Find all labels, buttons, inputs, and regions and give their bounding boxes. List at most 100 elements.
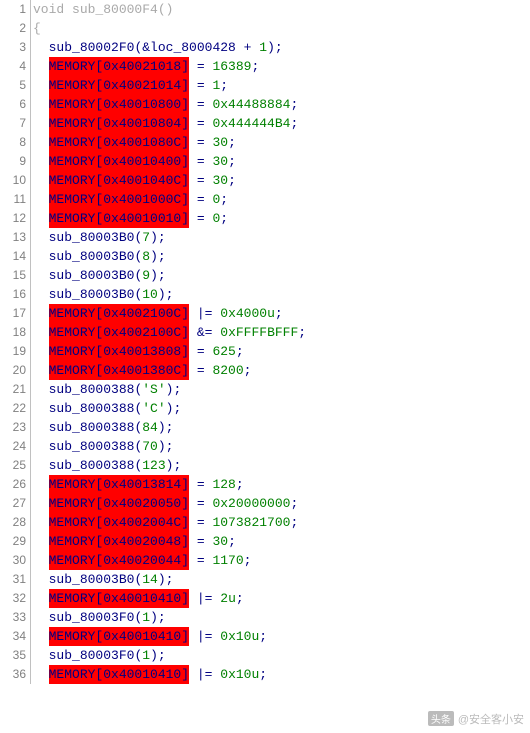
code-line[interactable]: 13 sub_80003B0(7); bbox=[0, 228, 530, 247]
code-content[interactable]: MEMORY[0x40010010] = 0; bbox=[31, 209, 228, 228]
code-line[interactable]: 5 MEMORY[0x40021014] = 1; bbox=[0, 76, 530, 95]
line-number: 12 bbox=[0, 209, 31, 228]
code-content[interactable]: sub_8000388(123); bbox=[31, 456, 181, 475]
code-line[interactable]: 19 MEMORY[0x40013808] = 625; bbox=[0, 342, 530, 361]
code-content[interactable]: sub_80003F0(1); bbox=[31, 646, 166, 665]
code-line[interactable]: 35 sub_80003F0(1); bbox=[0, 646, 530, 665]
code-content[interactable]: sub_80003B0(14); bbox=[31, 570, 173, 589]
code-line[interactable]: 17 MEMORY[0x4002100C] |= 0x4000u; bbox=[0, 304, 530, 323]
code-content[interactable]: MEMORY[0x4001380C] = 8200; bbox=[31, 361, 251, 380]
code-content[interactable]: MEMORY[0x40020050] = 0x20000000; bbox=[31, 494, 298, 513]
code-content[interactable]: MEMORY[0x40020044] = 1170; bbox=[31, 551, 251, 570]
code-content[interactable]: sub_80003F0(1); bbox=[31, 608, 166, 627]
code-line[interactable]: 31 sub_80003B0(14); bbox=[0, 570, 530, 589]
line-number: 36 bbox=[0, 665, 31, 684]
code-content[interactable]: MEMORY[0x40010400] = 30; bbox=[31, 152, 236, 171]
code-token: ); bbox=[150, 608, 166, 627]
code-content[interactable]: MEMORY[0x4001000C] = 0; bbox=[31, 190, 228, 209]
memory-ref: MEMORY[0x4001380C] bbox=[49, 361, 189, 380]
code-content[interactable]: MEMORY[0x40010804] = 0x444444B4; bbox=[31, 114, 298, 133]
code-content[interactable]: MEMORY[0x40010410] |= 0x10u; bbox=[31, 665, 267, 684]
line-number: 13 bbox=[0, 228, 31, 247]
code-token: |= bbox=[189, 665, 220, 684]
code-line[interactable]: 26 MEMORY[0x40013814] = 128; bbox=[0, 475, 530, 494]
memory-ref: MEMORY[0x40010410] bbox=[49, 589, 189, 608]
code-token: loc_8000428 bbox=[150, 38, 236, 57]
code-line[interactable]: 32 MEMORY[0x40010410] |= 2u; bbox=[0, 589, 530, 608]
code-content[interactable]: MEMORY[0x40010410] |= 2u; bbox=[31, 589, 244, 608]
code-line[interactable]: 34 MEMORY[0x40010410] |= 0x10u; bbox=[0, 627, 530, 646]
code-line[interactable]: 6 MEMORY[0x40010800] = 0x44488884; bbox=[0, 95, 530, 114]
code-content[interactable]: MEMORY[0x40021018] = 16389; bbox=[31, 57, 259, 76]
code-line[interactable]: 12 MEMORY[0x40010010] = 0; bbox=[0, 209, 530, 228]
code-content[interactable]: void sub_80000F4() bbox=[31, 0, 173, 19]
code-content[interactable]: MEMORY[0x40010800] = 0x44488884; bbox=[31, 95, 298, 114]
code-content[interactable]: MEMORY[0x40010410] |= 0x10u; bbox=[31, 627, 267, 646]
code-line[interactable]: 20 MEMORY[0x4001380C] = 8200; bbox=[0, 361, 530, 380]
code-line[interactable]: 16 sub_80003B0(10); bbox=[0, 285, 530, 304]
code-token: |= bbox=[189, 304, 220, 323]
code-line[interactable]: 36 MEMORY[0x40010410] |= 0x10u; bbox=[0, 665, 530, 684]
code-line[interactable]: 9 MEMORY[0x40010400] = 30; bbox=[0, 152, 530, 171]
code-line[interactable]: 33 sub_80003F0(1); bbox=[0, 608, 530, 627]
code-token: = bbox=[189, 551, 212, 570]
code-line[interactable]: 15 sub_80003B0(9); bbox=[0, 266, 530, 285]
code-line[interactable]: 4 MEMORY[0x40021018] = 16389; bbox=[0, 57, 530, 76]
code-line[interactable]: 22 sub_8000388('C'); bbox=[0, 399, 530, 418]
code-content[interactable]: sub_80003B0(8); bbox=[31, 247, 166, 266]
code-content[interactable]: sub_8000388('C'); bbox=[31, 399, 181, 418]
code-content[interactable]: { bbox=[31, 19, 41, 38]
code-content[interactable]: MEMORY[0x40020048] = 30; bbox=[31, 532, 236, 551]
line-number: 28 bbox=[0, 513, 31, 532]
line-number: 7 bbox=[0, 114, 31, 133]
code-content[interactable]: sub_80003B0(7); bbox=[31, 228, 166, 247]
code-line[interactable]: 23 sub_8000388(84); bbox=[0, 418, 530, 437]
code-token: ); bbox=[267, 38, 283, 57]
code-token: ; bbox=[275, 304, 283, 323]
code-content[interactable]: sub_8000388(70); bbox=[31, 437, 173, 456]
line-number: 3 bbox=[0, 38, 31, 57]
code-view[interactable]: 1void sub_80000F4()2{3 sub_80002F0(&loc_… bbox=[0, 0, 530, 684]
code-content[interactable]: MEMORY[0x4001040C] = 30; bbox=[31, 171, 236, 190]
code-line[interactable]: 2{ bbox=[0, 19, 530, 38]
line-number: 14 bbox=[0, 247, 31, 266]
code-line[interactable]: 18 MEMORY[0x4002100C] &= 0xFFFFBFFF; bbox=[0, 323, 530, 342]
code-content[interactable]: MEMORY[0x40013814] = 128; bbox=[31, 475, 244, 494]
code-content[interactable]: sub_8000388('S'); bbox=[31, 380, 181, 399]
code-line[interactable]: 28 MEMORY[0x4002004C] = 1073821700; bbox=[0, 513, 530, 532]
code-content[interactable]: MEMORY[0x40013808] = 625; bbox=[31, 342, 244, 361]
code-content[interactable]: MEMORY[0x40021014] = 1; bbox=[31, 76, 228, 95]
code-content[interactable]: sub_80003B0(10); bbox=[31, 285, 173, 304]
line-number: 26 bbox=[0, 475, 31, 494]
code-line[interactable]: 14 sub_80003B0(8); bbox=[0, 247, 530, 266]
code-content[interactable]: sub_8000388(84); bbox=[31, 418, 173, 437]
code-token: = bbox=[189, 513, 212, 532]
code-line[interactable]: 25 sub_8000388(123); bbox=[0, 456, 530, 475]
code-line[interactable]: 8 MEMORY[0x4001080C] = 30; bbox=[0, 133, 530, 152]
line-number: 25 bbox=[0, 456, 31, 475]
memory-ref: MEMORY[0x4002100C] bbox=[49, 304, 189, 323]
code-content[interactable]: MEMORY[0x4002100C] |= 0x4000u; bbox=[31, 304, 283, 323]
code-content[interactable]: MEMORY[0x4002004C] = 1073821700; bbox=[31, 513, 298, 532]
code-line[interactable]: 10 MEMORY[0x4001040C] = 30; bbox=[0, 171, 530, 190]
code-line[interactable]: 11 MEMORY[0x4001000C] = 0; bbox=[0, 190, 530, 209]
code-token: = bbox=[189, 361, 212, 380]
code-line[interactable]: 3 sub_80002F0(&loc_8000428 + 1); bbox=[0, 38, 530, 57]
memory-ref: MEMORY[0x40010010] bbox=[49, 209, 189, 228]
line-number: 2 bbox=[0, 19, 31, 38]
code-line[interactable]: 30 MEMORY[0x40020044] = 1170; bbox=[0, 551, 530, 570]
code-line[interactable]: 7 MEMORY[0x40010804] = 0x444444B4; bbox=[0, 114, 530, 133]
memory-ref: MEMORY[0x40013814] bbox=[49, 475, 189, 494]
code-content[interactable]: MEMORY[0x4002100C] &= 0xFFFFBFFF; bbox=[31, 323, 306, 342]
code-line[interactable]: 21 sub_8000388('S'); bbox=[0, 380, 530, 399]
code-token: ); bbox=[150, 228, 166, 247]
code-content[interactable]: sub_80003B0(9); bbox=[31, 266, 166, 285]
code-line[interactable]: 24 sub_8000388(70); bbox=[0, 437, 530, 456]
code-token: sub_80003F0 bbox=[49, 608, 135, 627]
code-line[interactable]: 29 MEMORY[0x40020048] = 30; bbox=[0, 532, 530, 551]
code-content[interactable]: sub_80002F0(&loc_8000428 + 1); bbox=[31, 38, 283, 57]
line-number: 30 bbox=[0, 551, 31, 570]
code-line[interactable]: 27 MEMORY[0x40020050] = 0x20000000; bbox=[0, 494, 530, 513]
code-content[interactable]: MEMORY[0x4001080C] = 30; bbox=[31, 133, 236, 152]
code-line[interactable]: 1void sub_80000F4() bbox=[0, 0, 530, 19]
